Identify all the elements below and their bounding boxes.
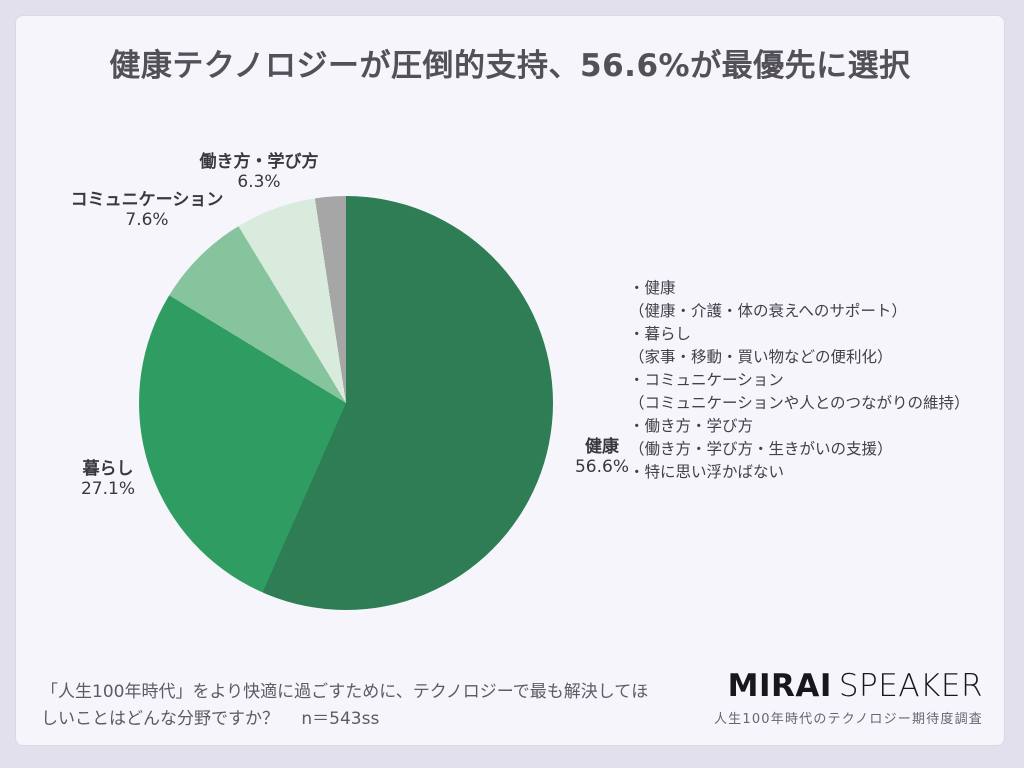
slice-label-name: 暮らし: [82, 459, 134, 479]
legend-line: ・暮らし: [629, 325, 692, 343]
slice-label-communication: コミュニケーション 7.6%: [42, 190, 252, 230]
brand-subtitle: 人生100年時代のテクノロジー期待度調査: [713, 712, 983, 727]
brand-name-bold: MIRAI: [727, 668, 832, 704]
slice-label-percent: 7.6%: [125, 210, 169, 230]
pie-chart: [139, 196, 553, 610]
legend-line: ・特に思い浮かばない: [629, 463, 785, 481]
slice-label-percent: 56.6%: [574, 457, 629, 477]
infographic-card: 健康テクノロジーが圧倒的支持、56.6%が最優先に選択 働き方・学び方 6.3%…: [15, 15, 1005, 746]
slice-label-percent: 27.1%: [80, 479, 135, 499]
slice-label-work-learning: 働き方・学び方 6.3%: [174, 152, 344, 192]
slice-label-name: 働き方・学び方: [199, 152, 319, 172]
brand-logo: MIRAI SPEAKER: [714, 669, 983, 703]
survey-question-line1: 「人生100年時代」をより快適に過ごすために、テクノロジーで最も解決してほ: [41, 682, 649, 702]
slice-label-health: 健康 56.6%: [547, 437, 657, 477]
legend-panel: ・健康 （健康・介護・体の衰えへのサポート） ・暮らし （家事・移動・買い物など…: [629, 277, 994, 484]
legend-line: ・働き方・学び方: [629, 417, 754, 435]
legend-line: （家事・移動・買い物などの便利化）: [629, 348, 893, 366]
survey-question-line2: しいことはどんな分野ですか？ n＝543ss: [41, 709, 380, 729]
chart-title: 健康テクノロジーが圧倒的支持、56.6%が最優先に選択: [109, 48, 911, 84]
slice-label-living: 暮らし 27.1%: [53, 459, 163, 499]
legend-line: （コミュニケーションや人とのつながりの維持）: [629, 394, 970, 412]
legend-line: （健康・介護・体の衰えへのサポート）: [629, 302, 907, 320]
legend-line: ・健康: [629, 279, 676, 297]
legend-line: （働き方・学び方・生きがいの支援）: [629, 440, 893, 458]
survey-question: 「人生100年時代」をより快適に過ごすために、テクノロジーで最も解決してほ しい…: [41, 679, 721, 733]
slice-label-percent: 6.3%: [237, 172, 281, 192]
slice-label-name: コミュニケーション: [70, 190, 224, 210]
brand-block: MIRAI SPEAKER 人生100年時代のテクノロジー期待度調査: [714, 669, 983, 727]
legend-line: ・コミュニケーション: [629, 371, 784, 389]
slice-label-name: 健康: [585, 437, 619, 457]
brand-name-light: SPEAKER: [838, 668, 983, 704]
